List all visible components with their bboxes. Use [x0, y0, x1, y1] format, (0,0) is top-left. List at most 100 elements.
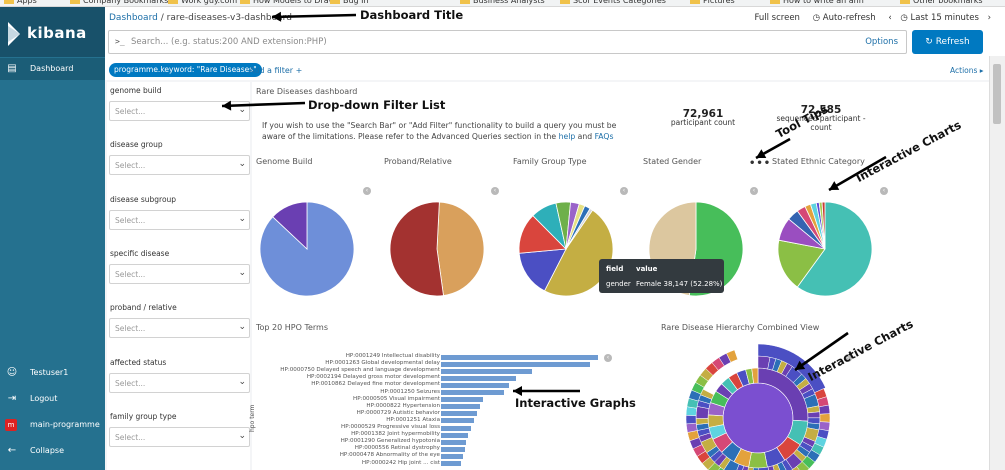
filter-label: specific disease [110, 248, 170, 258]
filter-select[interactable]: Select... ⌄ [109, 209, 250, 230]
hpo-row[interactable]: HP:0000242 Hip joint ... cist [262, 459, 440, 467]
filter-select[interactable]: Select... ⌄ [109, 101, 250, 121]
hpo-row[interactable]: HP:0000529 Progressive visual loss [262, 424, 440, 431]
annotation-dropdown: Drop-down Filter List [308, 98, 446, 112]
user-icon: ☺ [6, 367, 18, 378]
hpo-row[interactable]: HP:0001382 Joint hypermobility [262, 431, 440, 438]
bookmark-label: Business Analysts [473, 0, 545, 5]
bookmark-item[interactable]: Other bookmarks [900, 0, 983, 5]
hpo-bar[interactable] [441, 418, 474, 424]
sidebar-item-collapse[interactable]: ← Collapse [0, 440, 105, 462]
sidebar: kibana ▤ Dashboard ☺ Testuser1 ⇥ Logout … [0, 7, 105, 470]
folder-icon [770, 0, 780, 4]
bookmark-item[interactable]: How to write an ann [770, 0, 864, 5]
breadcrumb-dashboard[interactable]: Dashboard [109, 13, 158, 23]
refresh-button[interactable]: ↻ Refresh [912, 30, 983, 54]
hpo-bar[interactable] [441, 368, 533, 374]
filter-label: proband / relative [110, 303, 177, 313]
chevron-down-icon: ⌄ [238, 322, 246, 333]
filter-select[interactable]: Select... ⌄ [109, 426, 250, 447]
scrollbar[interactable] [989, 56, 1005, 470]
refresh-icon: ↻ [925, 37, 933, 47]
sidebar-item-user[interactable]: ☺ Testuser1 [0, 362, 105, 384]
filter-select[interactable]: Select... ⌄ [109, 155, 250, 176]
filter-select[interactable]: Select... ⌄ [109, 263, 250, 284]
brand-header[interactable]: kibana [0, 7, 105, 57]
hpo-row[interactable]: HP:0001250 Seizures [262, 389, 440, 396]
filter-pill[interactable]: programme.keyword: "Rare Diseases" [109, 63, 262, 77]
filter-select[interactable]: Select... ⌄ [109, 318, 250, 339]
hpo-row[interactable]: HP:0001251 Ataxia [262, 417, 440, 424]
bookmark-label: How to write an ann [783, 0, 864, 5]
hpo-bar[interactable] [441, 425, 471, 431]
search-input[interactable]: >_ Search... (e.g. status:200 AND extens… [108, 30, 907, 54]
bookmark-item[interactable]: Scor Events Categories [560, 0, 666, 5]
more-options-icon[interactable]: ••• [749, 158, 772, 169]
options-link[interactable]: Options [865, 37, 898, 47]
help-link[interactable]: help [558, 132, 576, 141]
hpo-bar[interactable] [441, 446, 465, 452]
hpo-row[interactable]: HP:0000478 Abnormality of the eye [262, 452, 440, 459]
time-prev-icon[interactable]: ‹ [888, 13, 892, 23]
hpo-row[interactable]: HP:0010862 Delayed fine motor developmen… [262, 381, 440, 388]
hpo-row[interactable]: HP:0001249 Intellectual disability [262, 353, 440, 360]
bookmarks-bar: Apps Company Bookmarks Work guy.com How Mod… [0, 0, 1005, 7]
breadcrumb-separator: / [160, 13, 164, 23]
hpo-row[interactable]: HP:0000750 Delayed speech and language d… [262, 367, 440, 374]
hpo-row[interactable]: HP:0002194 Delayed gross motor developme… [262, 374, 440, 381]
bookmark-item[interactable]: Apps [4, 0, 37, 5]
full-screen-button[interactable]: Full screen [754, 13, 800, 23]
participant-count-label: participant count [670, 118, 736, 127]
hpo-bar[interactable] [441, 453, 463, 459]
hpo-row[interactable]: HP:0000729 Autistic behavior [262, 410, 440, 417]
chevron-down-icon: ⌄ [238, 376, 246, 387]
collapse-arrow-icon: ← [7, 445, 17, 456]
hpo-bar[interactable] [441, 439, 467, 445]
filter-select[interactable]: Select... ⌄ [109, 372, 250, 393]
bookmark-item[interactable]: How Models to Draw [240, 0, 335, 5]
hpo-bar[interactable] [441, 361, 591, 367]
bookmark-item[interactable]: Work guy.com [168, 0, 237, 5]
sidebar-item-logout[interactable]: ⇥ Logout [0, 388, 105, 410]
hpo-bar[interactable] [441, 461, 462, 466]
legend-toggle-icon[interactable]: ‹ [750, 187, 758, 195]
refresh-label: Refresh [935, 37, 970, 47]
top-bar: Dashboard / rare-diseases-v3-dashboard F… [105, 7, 1005, 29]
bookmark-item[interactable]: Bug In [330, 0, 369, 5]
hpo-bar[interactable] [441, 354, 598, 360]
legend-toggle-icon[interactable]: ‹ [604, 354, 612, 362]
hpo-row[interactable]: HP:0000822 Hypertension [262, 403, 440, 410]
bookmark-item[interactable]: Business Analysts [460, 0, 545, 5]
bookmark-item[interactable]: Company Bookmarks [70, 0, 168, 5]
select-placeholder: Select... [115, 324, 146, 334]
hpo-bar[interactable] [441, 375, 517, 381]
legend-toggle-icon[interactable]: ‹ [880, 187, 888, 195]
hpo-bar[interactable] [441, 432, 468, 438]
time-next-icon[interactable]: › [987, 13, 991, 23]
sidebar-item-dashboard[interactable]: ▤ Dashboard [0, 58, 105, 80]
bookmark-item[interactable]: Pictures [690, 0, 735, 5]
time-picker-button[interactable]: ◷ Last 15 minutes [900, 13, 978, 23]
sidebar-item-space[interactable]: m main-programme [0, 414, 105, 436]
hpo-row[interactable]: HP:0001263 Global developmental delay [262, 360, 440, 367]
hpo-row[interactable]: HP:0000505 Visual impairment [262, 396, 440, 403]
hpo-term-label: HP:0000242 Hip joint ... cist [361, 459, 440, 466]
hpo-row[interactable]: HP:0000556 Retinal dystrophy [262, 445, 440, 452]
hpo-bar[interactable] [441, 411, 478, 417]
hpo-row[interactable]: HP:0001290 Generalized hypotonia [262, 438, 440, 445]
hpo-bar[interactable] [441, 397, 484, 403]
hpo-term-label: HP:0001382 Joint hypermobility [351, 431, 440, 438]
faqs-link[interactable]: FAQs [594, 132, 614, 141]
actions-link[interactable]: Actions ▸ [950, 66, 984, 75]
auto-refresh-button[interactable]: ◷ Auto-refresh [813, 13, 876, 23]
legend-toggle-icon[interactable]: ‹ [491, 187, 499, 195]
add-filter-link[interactable]: Add a filter + [249, 66, 303, 75]
hpo-term-label: HP:0000478 Abnormality of the eye [339, 452, 440, 459]
legend-toggle-icon[interactable]: ‹ [620, 187, 628, 195]
filter-label: disease group [110, 140, 163, 150]
hpo-bar[interactable] [441, 382, 509, 388]
hpo-bar[interactable] [441, 404, 481, 410]
hpo-bar[interactable] [441, 390, 504, 395]
legend-toggle-icon[interactable]: ‹ [363, 187, 371, 195]
scrollbar-thumb[interactable] [993, 64, 1001, 124]
